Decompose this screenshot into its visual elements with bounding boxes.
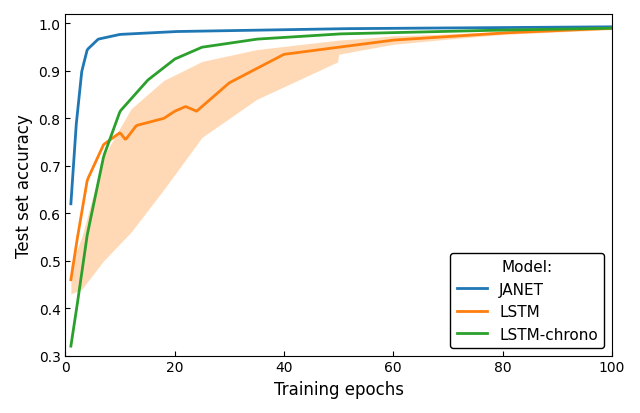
Legend: JANET, LSTM, LSTM-chrono: JANET, LSTM, LSTM-chrono (451, 253, 604, 348)
Y-axis label: Test set accuracy: Test set accuracy (15, 114, 33, 257)
X-axis label: Training epochs: Training epochs (274, 380, 404, 398)
